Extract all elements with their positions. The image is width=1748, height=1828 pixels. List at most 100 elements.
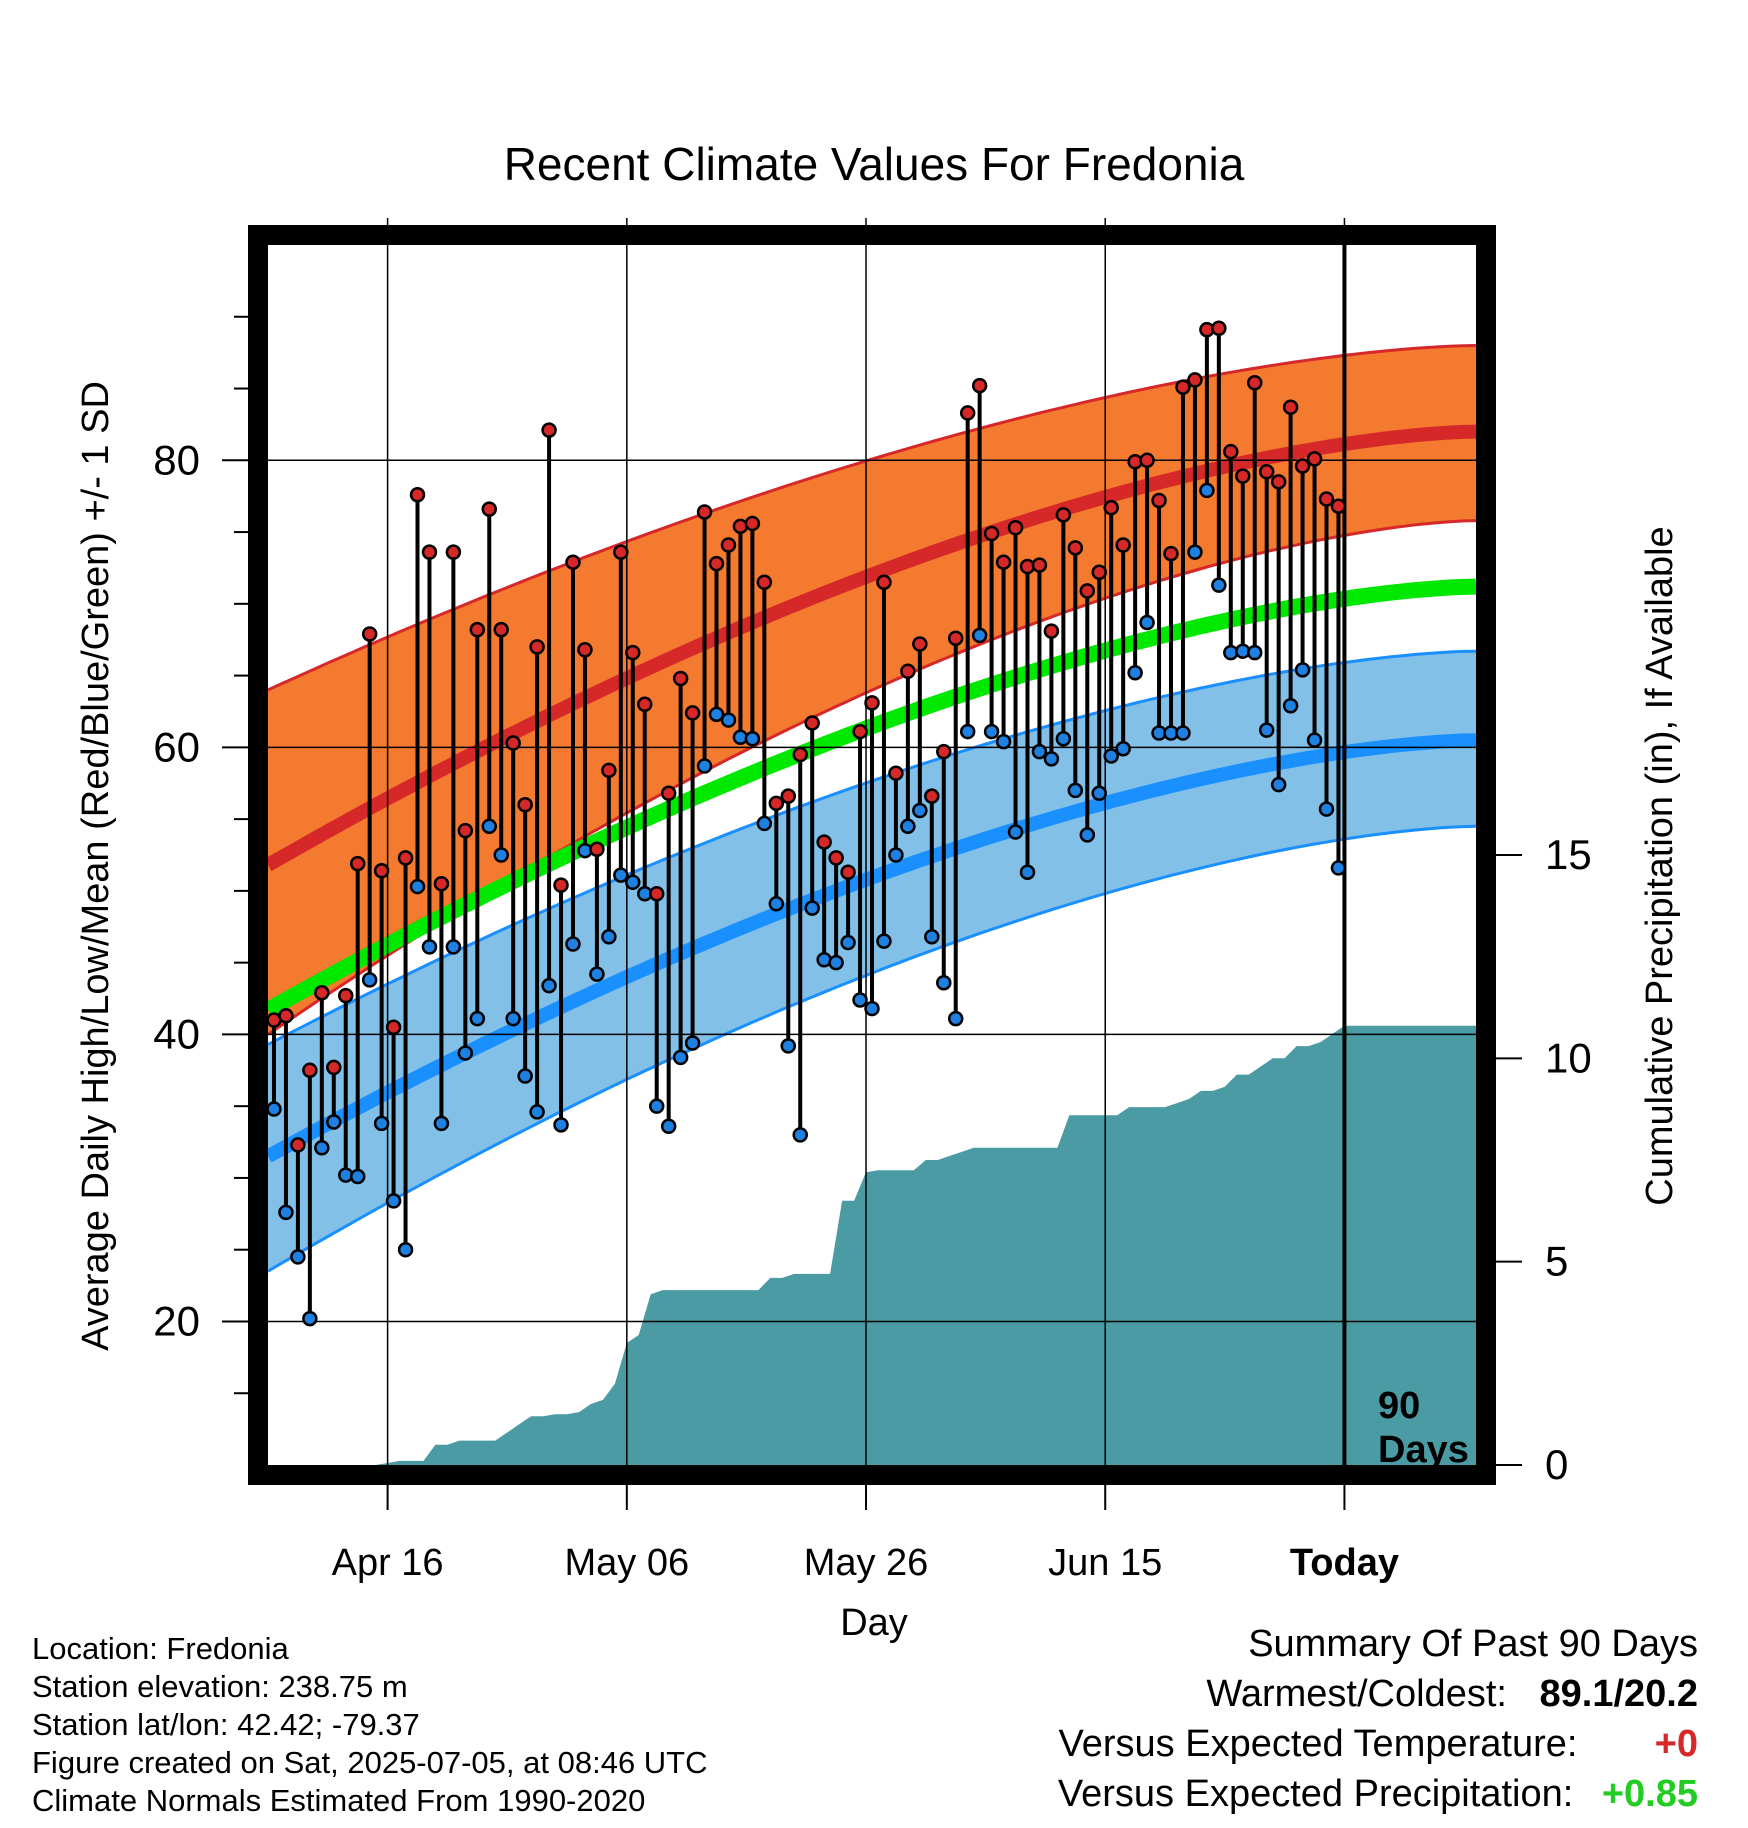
high-point-77	[1187, 372, 1203, 388]
y2-axis-label: Cumulative Precipitation (in), If Availa…	[1639, 526, 1681, 1205]
low-point-61	[995, 733, 1012, 750]
high-point-73	[1139, 452, 1155, 469]
high-point-47	[828, 850, 844, 866]
low-point-10	[385, 1193, 402, 1209]
low-point-56	[936, 974, 952, 991]
low-point-8	[361, 972, 378, 988]
high-point-9	[373, 863, 390, 879]
high-point-66	[1055, 507, 1072, 523]
summary-precip: Versus Expected Precipitation: +0.85	[1058, 1770, 1698, 1818]
high-point-51	[876, 574, 892, 591]
low-point-76	[1175, 725, 1191, 741]
y-tick-label-3: 80	[153, 436, 200, 483]
daily-observations	[266, 320, 1347, 1327]
high-point-88	[1318, 491, 1335, 507]
high-point-61	[995, 554, 1012, 570]
summary-precip-label: Versus Expected Precipitation:	[1057, 1773, 1574, 1815]
low-point-20	[505, 1010, 521, 1027]
low-point-55	[924, 929, 940, 945]
low-point-11	[397, 1241, 414, 1258]
low-point-44	[792, 1127, 808, 1143]
high-point-30	[625, 644, 641, 661]
low-point-0	[266, 1101, 282, 1117]
high-point-89	[1330, 498, 1347, 514]
low-point-34	[672, 1049, 689, 1066]
high-point-48	[840, 864, 856, 880]
summary-precip-value: +0.85	[1601, 1773, 1698, 1815]
x-tick-label-3: Jun 15	[1048, 1542, 1162, 1584]
high-point-14	[433, 875, 450, 892]
y-axis-label: Average Daily High/Low/Mean (Red/Blue/Gr…	[75, 381, 117, 1351]
high-point-23	[541, 422, 557, 438]
high-point-5	[326, 1059, 342, 1076]
low-point-12	[409, 878, 426, 895]
high-point-46	[816, 834, 832, 850]
precip-area	[268, 1025, 1476, 1465]
low-point-48	[840, 934, 856, 951]
y2-tick-label-1: 5	[1545, 1238, 1568, 1285]
high-point-12	[409, 486, 426, 503]
high-point-7	[349, 855, 366, 872]
high-point-24	[553, 877, 569, 893]
high-point-20	[505, 735, 521, 751]
low-point-23	[541, 977, 557, 994]
summary-temp-label: Versus Expected Temperature:	[1058, 1723, 1578, 1765]
high-point-80	[1223, 443, 1239, 460]
low-point-18	[481, 818, 498, 835]
high-point-3	[302, 1062, 318, 1079]
window-label-days-word: Days	[1378, 1429, 1469, 1471]
low-point-41	[756, 815, 773, 832]
high-point-82	[1246, 375, 1263, 391]
low-point-65	[1043, 751, 1060, 767]
low-point-7	[349, 1168, 366, 1185]
high-point-32	[648, 886, 665, 902]
window-label-days-count: 90	[1378, 1385, 1420, 1427]
high-point-65	[1043, 623, 1060, 639]
high-point-17	[469, 621, 486, 638]
high-point-1	[278, 1008, 294, 1024]
y2-tick-label-2: 10	[1545, 1034, 1592, 1081]
x-axis-label: Day	[840, 1602, 908, 1644]
high-point-81	[1235, 468, 1251, 484]
low-point-21	[517, 1068, 533, 1084]
plot-frame	[248, 225, 1496, 1485]
low-point-83	[1258, 722, 1275, 738]
high-point-59	[971, 377, 988, 394]
low-point-68	[1079, 827, 1096, 843]
low-point-19	[493, 847, 509, 863]
low-point-87	[1306, 732, 1323, 748]
high-point-15	[445, 544, 462, 560]
low-point-69	[1091, 785, 1107, 802]
high-point-40	[744, 515, 761, 532]
low-point-64	[1031, 743, 1048, 760]
high-point-83	[1258, 464, 1275, 480]
chart-title: Recent Climate Values For Fredonia	[504, 138, 1245, 190]
low-point-27	[589, 966, 605, 982]
low-point-37	[708, 706, 725, 723]
low-point-14	[433, 1115, 450, 1132]
y2-tick-label-0: 0	[1545, 1441, 1568, 1488]
summary-warm-cold: Warmest/Coldest: 89.1/20.2	[1206, 1670, 1698, 1718]
y-tick-label-0: 20	[153, 1297, 200, 1344]
low-point-77	[1187, 544, 1203, 560]
high-point-57	[947, 630, 964, 647]
high-point-69	[1091, 564, 1107, 580]
low-point-5	[326, 1114, 342, 1130]
high-point-45	[804, 715, 820, 731]
low-point-30	[625, 874, 641, 891]
high-point-33	[660, 785, 677, 802]
high-point-85	[1282, 399, 1299, 415]
low-point-78	[1199, 482, 1215, 499]
low-point-3	[302, 1310, 318, 1327]
low-point-25	[565, 936, 581, 952]
high-point-56	[936, 743, 952, 760]
high-point-8	[361, 626, 378, 642]
plot-border	[248, 225, 1496, 1485]
high-point-16	[457, 822, 474, 839]
y2-tick-label-3: 15	[1545, 831, 1592, 878]
low-point-79	[1211, 577, 1227, 593]
low-point-72	[1127, 664, 1143, 681]
high-point-43	[780, 788, 797, 804]
high-point-52	[888, 765, 904, 781]
